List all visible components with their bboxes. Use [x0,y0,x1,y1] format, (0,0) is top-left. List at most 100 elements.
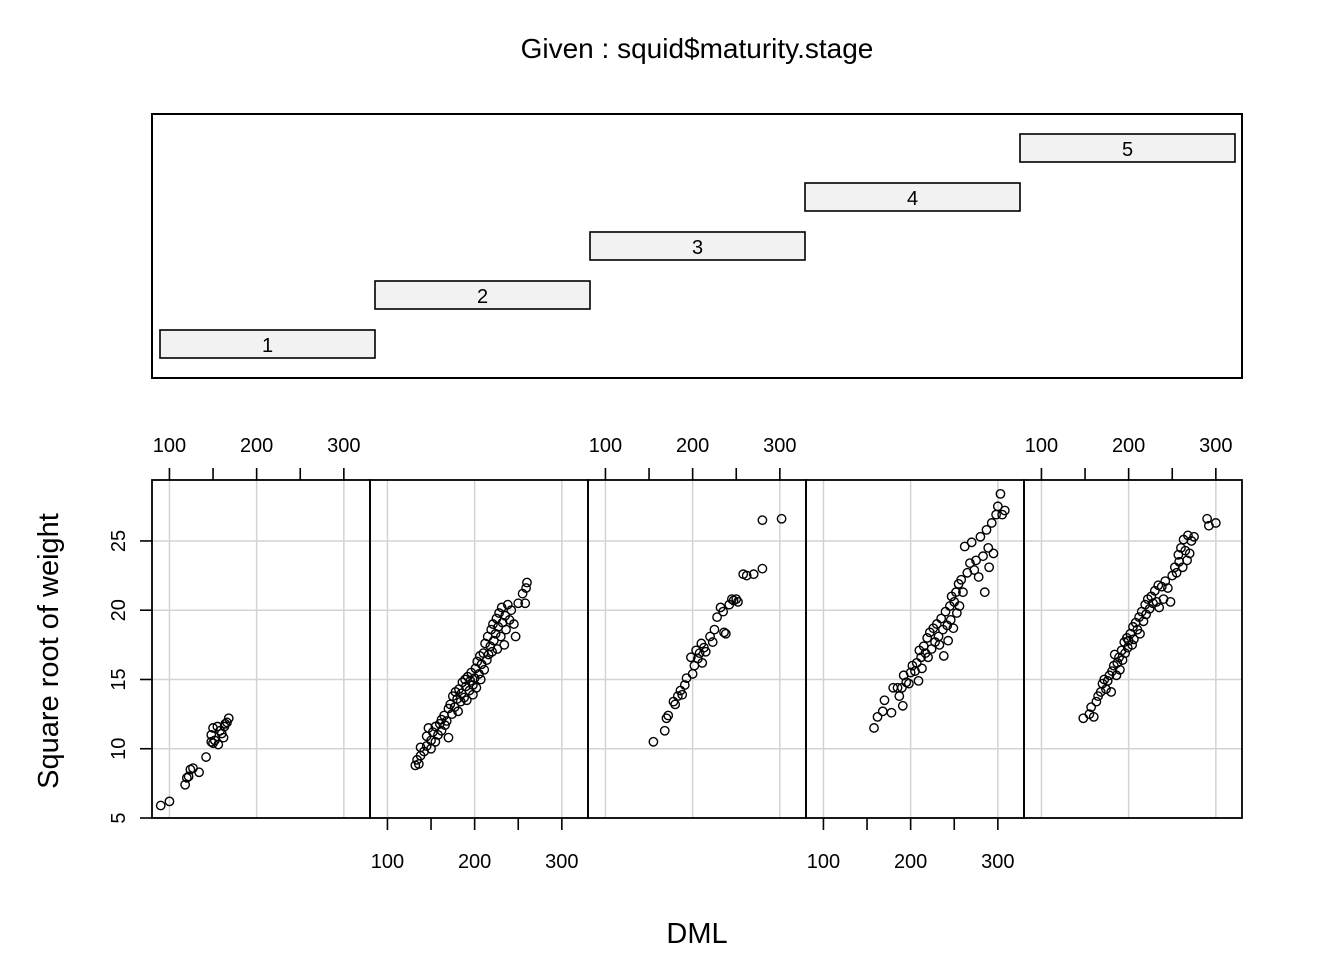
given-level-label: 4 [907,188,918,210]
data-point [697,657,708,668]
data-point [1169,562,1180,573]
x-tick-label: 100 [153,435,186,457]
data-point [886,707,897,718]
given-level-bar [374,280,591,310]
data-point [712,612,722,623]
given-level-bar [804,182,1021,212]
given-level-bar [159,329,376,359]
data-point [1106,687,1117,697]
data-point [979,587,990,598]
panel-frame [151,479,371,819]
y-tick-label: 15 [108,668,130,690]
data-point [648,736,659,747]
x-tick-label: 300 [545,851,578,873]
data-point [966,537,977,548]
data-point [1171,567,1182,578]
data-point [940,606,951,617]
data-point [958,587,968,598]
data-point [757,515,768,526]
data-point [934,639,945,650]
y-tick-label: 10 [108,738,130,760]
x-axis-label: DML [666,918,727,950]
data-point [872,711,883,722]
data-point [522,577,532,588]
data-point [213,739,224,750]
data-point [731,594,742,605]
data-point [719,627,729,638]
data-point [1135,628,1145,639]
panel-4: 100 200 300 [805,479,1025,873]
data-point [973,572,984,582]
y-tick-label: 25 [108,530,130,552]
x-tick-label: 300 [327,435,360,457]
panel-frame [369,479,589,819]
data-point [965,558,975,569]
data-point [164,796,175,807]
data-point [453,706,463,717]
given-panel-frame [151,113,1243,379]
data-point [661,713,672,724]
data-point [506,605,517,616]
scatter-panels: 100 200 300 100 200 300 100 200 300 100 200 300 100 2… [108,435,1243,873]
data-point [905,667,916,678]
data-point [988,548,999,559]
data-point [897,700,908,711]
x-tick-label: 100 [371,851,404,873]
data-point [508,619,519,629]
data-point [986,518,997,528]
data-point [181,772,192,783]
data-point [922,633,933,643]
data-point [1189,531,1199,542]
data-point [194,767,204,778]
data-point [663,710,674,721]
panel-5: 100 200 300 [1023,435,1243,819]
x-tick-label: 200 [1112,435,1145,457]
data-point [1165,597,1176,607]
data-point [223,713,234,724]
given-level-bar [1019,133,1236,163]
data-point [521,583,531,593]
data-point [677,689,688,700]
data-point [513,598,524,609]
given-level-label: 1 [262,335,273,357]
y-axis-label: Square root of weight [33,513,65,789]
panel-2: 100 200 300 [369,479,589,873]
data-point [984,562,995,573]
data-point [659,725,670,736]
data-point [443,732,454,743]
data-point [1120,648,1131,659]
given-level-label: 5 [1122,139,1133,161]
given-level-label: 2 [477,286,488,308]
data-point [481,655,492,665]
data-point [494,608,504,618]
data-point [917,663,927,674]
data-point [913,675,924,686]
data-point [971,555,981,566]
data-point [495,631,506,642]
data-point [188,763,198,774]
data-point [475,674,486,685]
data-point [459,692,470,703]
data-point [201,752,211,762]
data-point [520,598,531,609]
x-tick-label: 200 [894,851,927,873]
given-panel: 1 2 3 4 5 [151,113,1243,379]
data-point [208,738,218,749]
data-point [441,716,452,726]
data-point [869,723,879,733]
data-point [155,800,166,811]
data-point [487,646,497,657]
data-point [981,524,992,535]
data-point [1128,634,1139,645]
x-tick-label: 100 [589,435,622,457]
data-point [1088,711,1099,722]
data-point [975,531,986,542]
data-point [936,613,947,624]
x-tick-label: 200 [676,435,709,457]
data-point [1184,548,1195,559]
data-point [1154,602,1165,613]
data-point [999,505,1010,516]
data-point [1177,562,1188,573]
data-point [488,635,499,646]
